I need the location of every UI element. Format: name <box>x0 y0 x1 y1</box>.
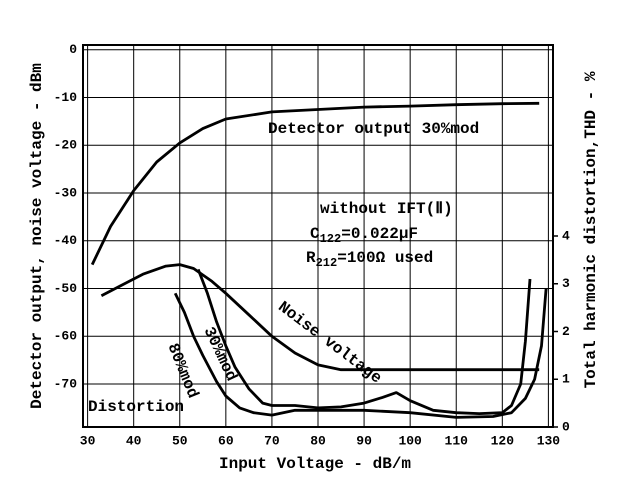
x-tick-label: 60 <box>218 433 234 448</box>
x-tick-label: 120 <box>491 433 515 448</box>
y2-tick-label: 2 <box>562 324 570 339</box>
symbol: R <box>306 249 316 267</box>
series-line <box>196 268 532 415</box>
x-tick-label: 70 <box>264 433 280 448</box>
plot-frame <box>82 44 554 428</box>
symbol: C <box>310 225 320 243</box>
series-label: Noise voltage <box>274 298 385 388</box>
y-tick-label: -50 <box>54 281 78 296</box>
x-tick-label: 40 <box>126 433 142 448</box>
series-label: Detector output 30%mod <box>268 120 479 138</box>
annotation: Distortion <box>88 398 184 416</box>
y-tick-label: -60 <box>54 329 78 344</box>
x-tick-label: 80 <box>310 433 326 448</box>
y-tick-label: 0 <box>69 42 77 57</box>
subscript: 122 <box>320 232 342 246</box>
x-tick-label: 90 <box>356 433 372 448</box>
component-label: R212=100Ω used <box>306 249 433 270</box>
y-tick-label: -20 <box>54 138 78 153</box>
x-axis-title: Input Voltage - dB/m <box>219 455 411 473</box>
value: =100Ω used <box>337 249 433 267</box>
y2-tick-label: 0 <box>562 419 570 434</box>
y2-tick-label: 3 <box>562 276 570 291</box>
component-label: C122=0.022μF <box>310 225 418 246</box>
y2-tick-label: 1 <box>562 372 570 387</box>
y-tick-label: -10 <box>54 90 78 105</box>
y-tick-label: -40 <box>54 233 78 248</box>
series-line <box>100 263 540 372</box>
series-label: 30%mod <box>200 324 241 384</box>
y2-axis-title: Total harmonic distortion,THD - % <box>582 71 600 388</box>
x-tick-label: 110 <box>445 433 469 448</box>
annotation: without IFT(Ⅱ) <box>320 200 453 218</box>
y-tick-label: -70 <box>54 376 78 391</box>
x-tick-label: 30 <box>80 433 96 448</box>
subscript: 212 <box>316 256 338 270</box>
x-tick-label: 130 <box>537 433 561 448</box>
series-line <box>90 101 540 266</box>
x-tick-label: 50 <box>172 433 188 448</box>
x-tick-label: 100 <box>398 433 422 448</box>
value: =0.022μF <box>341 225 418 243</box>
y-axis-title: Detector output, noise voltage - dBm <box>28 63 46 409</box>
y-tick-label: -30 <box>54 185 78 200</box>
y2-tick-label: 4 <box>562 228 570 243</box>
series-label: 80%mod <box>163 341 201 401</box>
series-line <box>173 288 548 419</box>
